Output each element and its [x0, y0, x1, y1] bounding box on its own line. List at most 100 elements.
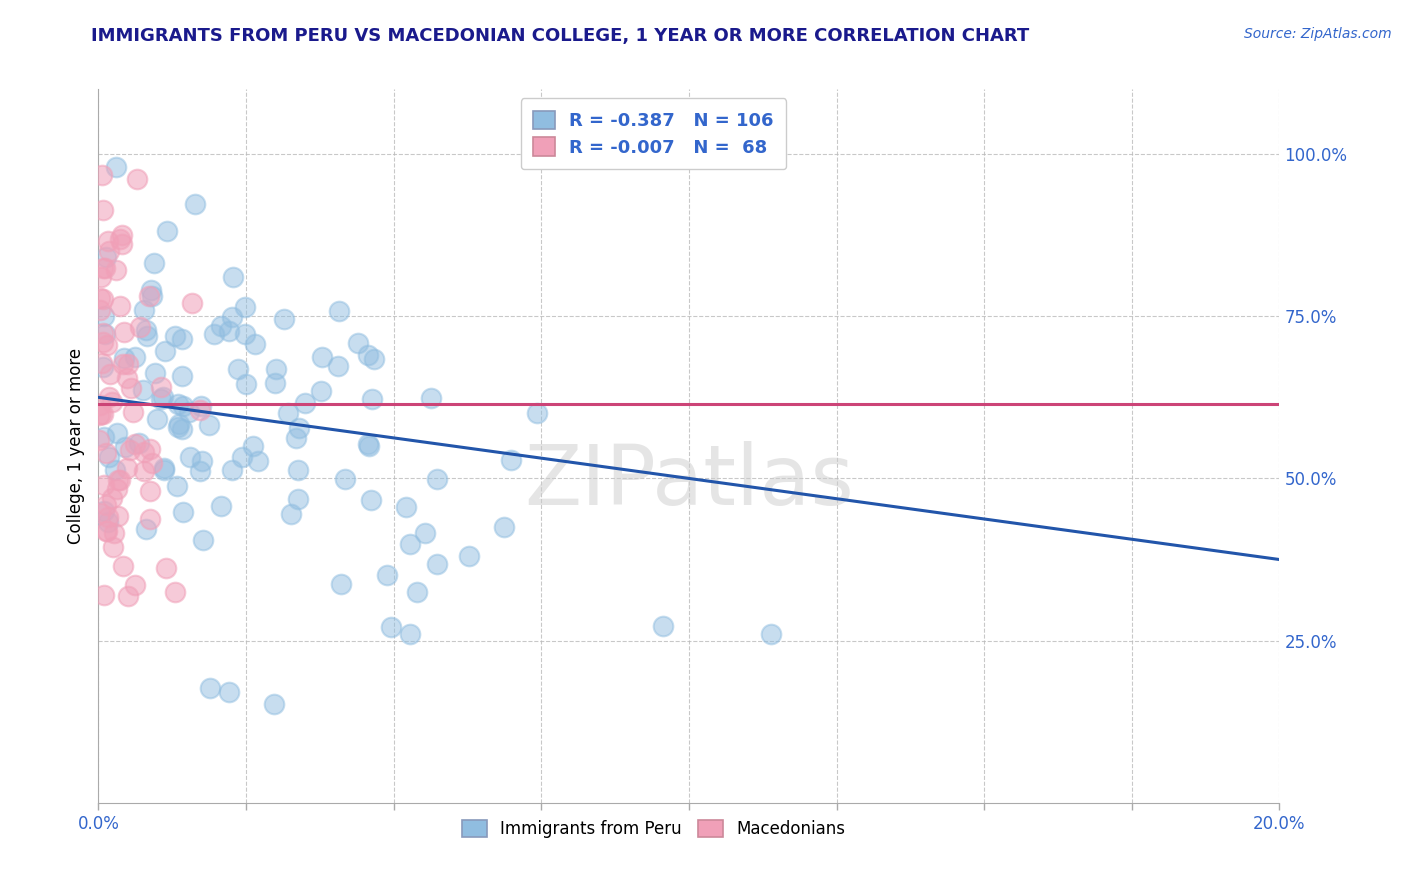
- Point: [96, 524, 118, 538]
- Point: [89, 434, 111, 448]
- Point: [142, 256, 165, 270]
- Point: [263, 697, 285, 711]
- Point: [135, 522, 157, 536]
- Point: [89, 302, 111, 317]
- Point: [280, 508, 302, 522]
- Point: [166, 479, 188, 493]
- Point: [129, 319, 152, 334]
- Point: [117, 357, 139, 371]
- Point: [499, 453, 522, 467]
- Point: [181, 296, 204, 310]
- Point: [233, 300, 256, 314]
- Point: [112, 326, 135, 340]
- Point: [94, 446, 117, 460]
- Point: [221, 463, 243, 477]
- Point: [105, 425, 128, 440]
- Point: [108, 232, 131, 246]
- Point: [93, 309, 115, 323]
- Point: [121, 405, 143, 419]
- Point: [494, 520, 516, 534]
- Point: [112, 351, 135, 366]
- Point: [395, 500, 418, 515]
- Point: [333, 472, 356, 486]
- Point: [330, 577, 353, 591]
- Point: [91, 260, 114, 275]
- Point: [266, 362, 288, 376]
- Point: [90, 408, 112, 422]
- Point: [526, 406, 548, 420]
- Point: [105, 483, 128, 497]
- Point: [360, 492, 382, 507]
- Point: [226, 361, 249, 376]
- Point: [380, 619, 402, 633]
- Point: [152, 390, 174, 404]
- Point: [357, 439, 380, 453]
- Point: [124, 350, 146, 364]
- Point: [235, 377, 257, 392]
- Point: [190, 399, 212, 413]
- Point: [96, 524, 118, 538]
- Point: [135, 323, 157, 337]
- Text: Source: ZipAtlas.com: Source: ZipAtlas.com: [1244, 27, 1392, 41]
- Point: [264, 376, 287, 391]
- Point: [89, 507, 111, 521]
- Point: [98, 368, 121, 382]
- Point: [172, 399, 194, 413]
- Point: [101, 540, 124, 554]
- Point: [97, 390, 120, 404]
- Point: [243, 336, 266, 351]
- Point: [90, 270, 112, 285]
- Point: [93, 327, 115, 342]
- Point: [93, 430, 115, 444]
- Point: [356, 437, 378, 451]
- Point: [149, 392, 172, 407]
- Point: [104, 463, 127, 477]
- Point: [128, 435, 150, 450]
- Point: [398, 627, 420, 641]
- Legend: Immigrants from Peru, Macedonians: Immigrants from Peru, Macedonians: [456, 813, 852, 845]
- Point: [117, 589, 139, 603]
- Point: [139, 283, 162, 297]
- Point: [399, 536, 422, 550]
- Point: [138, 511, 160, 525]
- Point: [138, 289, 160, 303]
- Point: [191, 533, 214, 547]
- Point: [98, 450, 121, 464]
- Point: [309, 384, 332, 399]
- Point: [426, 557, 449, 571]
- Point: [94, 250, 117, 264]
- Point: [107, 473, 129, 487]
- Point: [117, 371, 139, 385]
- Point: [413, 526, 436, 541]
- Point: [190, 454, 212, 468]
- Point: [288, 421, 311, 435]
- Point: [146, 411, 169, 425]
- Point: [91, 335, 114, 350]
- Point: [188, 403, 211, 417]
- Point: [363, 352, 385, 367]
- Point: [138, 483, 160, 498]
- Point: [94, 498, 117, 512]
- Text: IMMIGRANTS FROM PERU VS MACEDONIAN COLLEGE, 1 YEAR OR MORE CORRELATION CHART: IMMIGRANTS FROM PERU VS MACEDONIAN COLLE…: [91, 27, 1029, 45]
- Point: [90, 355, 112, 369]
- Point: [167, 417, 190, 431]
- Point: [209, 499, 232, 513]
- Point: [91, 202, 114, 217]
- Point: [98, 244, 121, 258]
- Point: [111, 228, 134, 243]
- Point: [218, 684, 240, 698]
- Point: [96, 338, 118, 352]
- Point: [143, 367, 166, 381]
- Point: [141, 456, 163, 470]
- Point: [165, 329, 187, 343]
- Point: [167, 397, 190, 411]
- Point: [287, 463, 309, 477]
- Point: [172, 332, 194, 346]
- Point: [139, 442, 162, 457]
- Point: [425, 472, 447, 486]
- Point: [124, 437, 146, 451]
- Point: [135, 329, 157, 343]
- Point: [104, 160, 127, 174]
- Point: [652, 619, 675, 633]
- Point: [759, 627, 782, 641]
